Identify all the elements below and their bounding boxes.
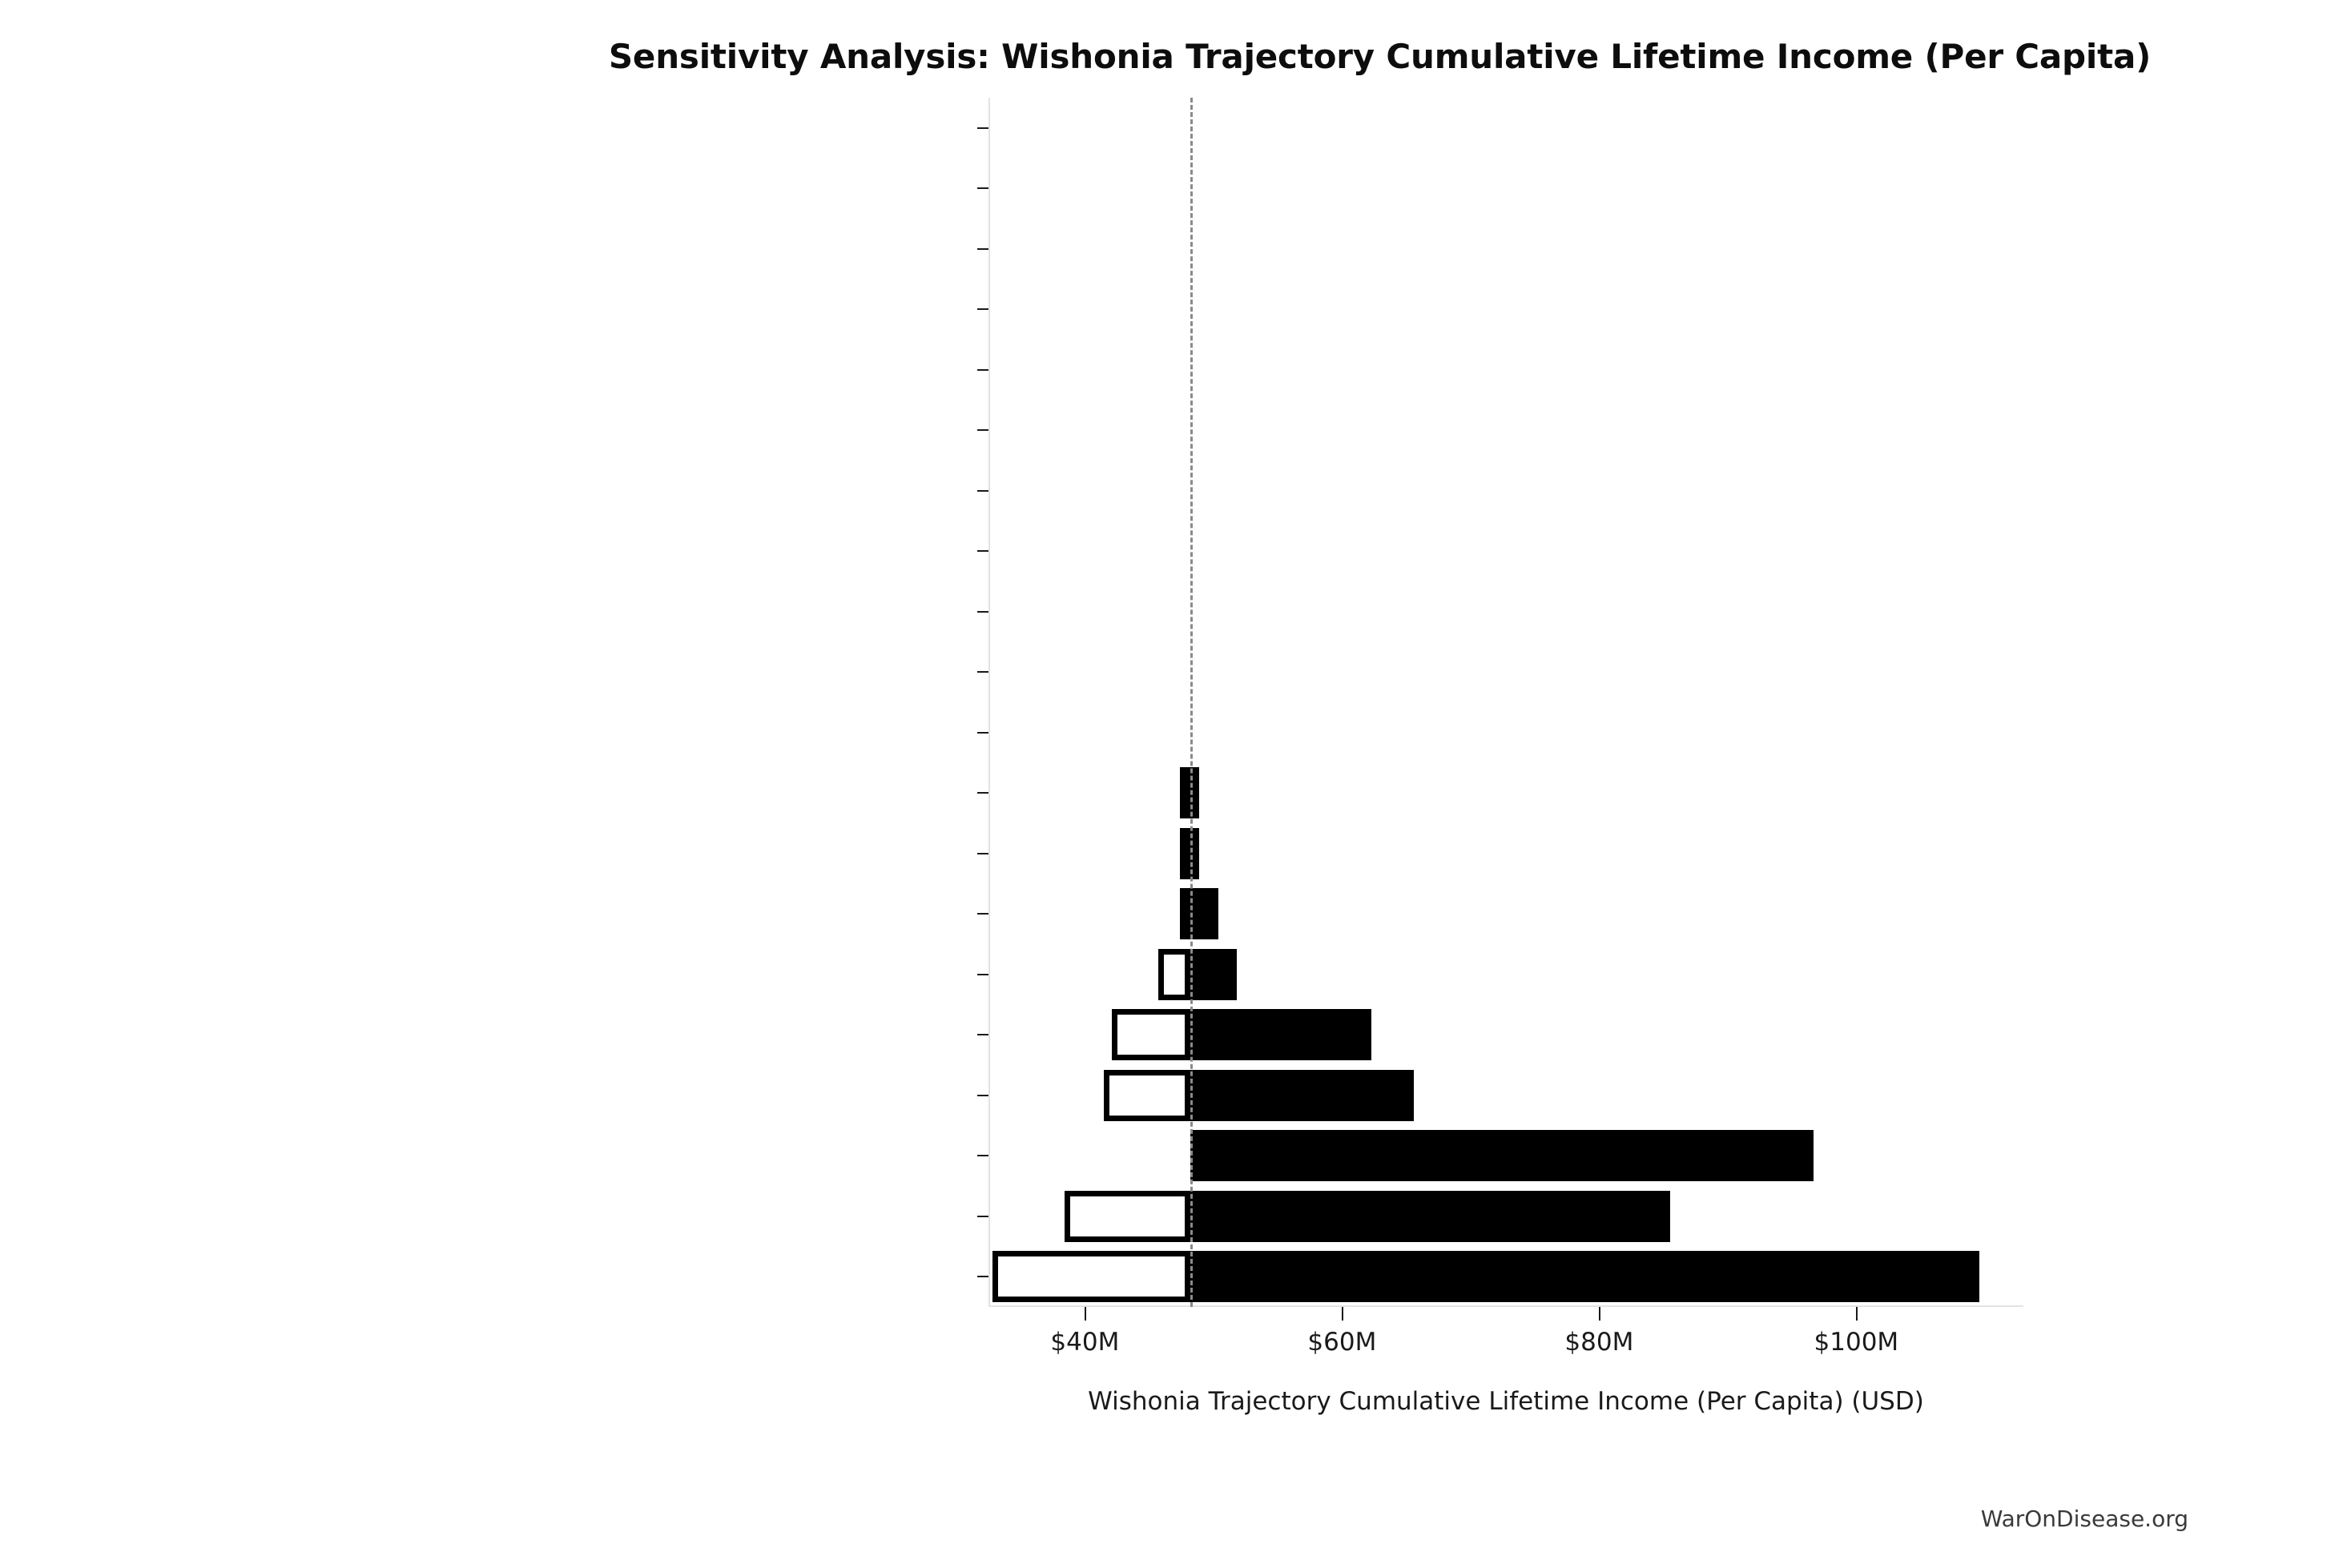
x-axis-tick [1856, 1307, 1858, 1321]
x-axis-tick [1599, 1307, 1601, 1321]
y-axis-tick [977, 610, 988, 613]
chart-title: Sensitivity Analysis: Wishonia Trajector… [608, 37, 2152, 76]
bar-high [1190, 1251, 1980, 1303]
y-axis-tick [977, 550, 988, 553]
bar-high [1190, 1190, 1670, 1242]
y-axis-tick [977, 368, 988, 371]
bar-high [1190, 888, 1219, 940]
y-axis-tick [977, 913, 988, 915]
bar-low [1180, 767, 1192, 819]
y-axis-tick [977, 852, 988, 854]
y-axis-tick [977, 671, 988, 673]
bar-high [1190, 1009, 1372, 1061]
x-axis-title: Wishonia Trajectory Cumulative Lifetime … [1088, 1387, 1924, 1416]
y-axis-tick [977, 1215, 988, 1217]
x-axis-tick-label: $60M [1307, 1328, 1377, 1357]
bar-low [992, 1251, 1190, 1303]
y-axis-tick [977, 792, 988, 794]
bar-low [1112, 1009, 1190, 1061]
x-axis-tick-label: $100M [1814, 1328, 1899, 1357]
y-axis-tick [977, 1034, 988, 1036]
y-axis-tick [977, 1155, 988, 1157]
y-axis-tick [977, 127, 988, 129]
y-axis-tick [977, 429, 988, 432]
bar-low [1180, 888, 1192, 940]
y-axis-tick [977, 247, 988, 250]
bar-low [1064, 1190, 1190, 1242]
y-axis-tick [977, 731, 988, 734]
y-axis-tick [977, 308, 988, 311]
y-axis-tick [977, 187, 988, 190]
x-axis-tick [1085, 1307, 1087, 1321]
x-axis-tick-label: $80M [1564, 1328, 1634, 1357]
y-axis-tick [977, 1276, 988, 1278]
plot-area: Total Number of Rare Diseases GloballyPa… [977, 98, 2023, 1416]
y-axis-tick [977, 489, 988, 492]
footer-attribution: WarOnDisease.org [1980, 1506, 2188, 1532]
x-axis-tick-label: $40M [1050, 1328, 1120, 1357]
x-axis-tick [1342, 1307, 1344, 1321]
bar-low [1180, 827, 1192, 879]
bar-low [1157, 948, 1190, 1000]
y-axis-tick [977, 1094, 988, 1096]
baseline-reference-line [1190, 98, 1193, 1307]
bar-high [1190, 1069, 1415, 1121]
bar-high [1190, 948, 1237, 1000]
y-axis-tick [977, 973, 988, 975]
plot-frame [988, 98, 2023, 1307]
bar-high [1190, 1130, 1814, 1182]
bar-low [1104, 1069, 1190, 1121]
